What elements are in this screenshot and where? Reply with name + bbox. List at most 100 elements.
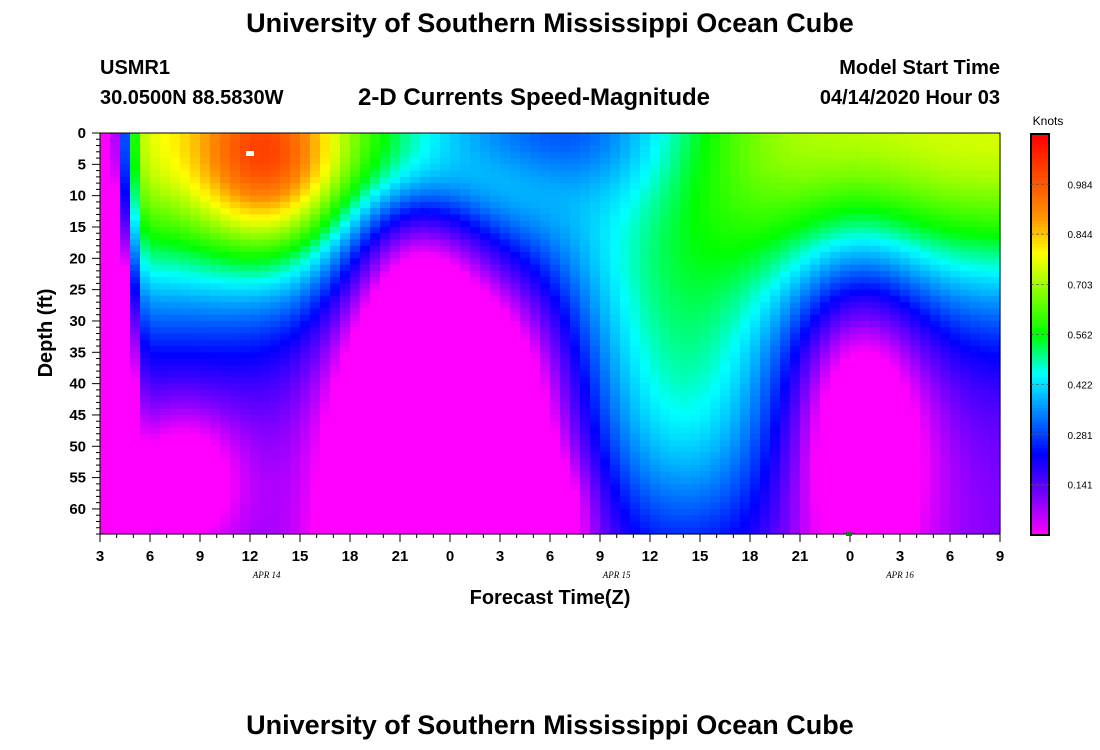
heatmap-cell <box>630 383 641 391</box>
heatmap-cell <box>150 239 161 247</box>
heatmap-cell <box>820 308 831 316</box>
heatmap-cell <box>340 483 351 491</box>
heatmap-cell <box>420 502 431 510</box>
heatmap-cell <box>330 402 341 410</box>
heatmap-cell <box>840 502 851 510</box>
heatmap-cell <box>200 320 211 328</box>
heatmap-cell <box>660 295 671 303</box>
heatmap-cell <box>170 145 181 153</box>
heatmap-cell <box>350 465 361 472</box>
heatmap-cell <box>820 145 831 153</box>
heatmap-cell <box>850 201 861 209</box>
heatmap-cell <box>750 421 761 429</box>
heatmap-cell <box>850 208 861 216</box>
heatmap-cell <box>730 201 741 209</box>
heatmap-cell <box>240 208 251 216</box>
heatmap-cell <box>220 233 231 241</box>
heatmap-cell <box>240 139 251 147</box>
heatmap-cell <box>330 239 341 247</box>
heatmap-cell <box>430 389 441 397</box>
heatmap-cell <box>330 176 341 184</box>
heatmap-cell <box>740 377 751 385</box>
heatmap-cell <box>650 226 661 234</box>
heatmap-cell <box>270 352 281 360</box>
heatmap-cell <box>570 314 581 322</box>
heatmap-cell <box>430 502 441 510</box>
heatmap-cell <box>490 139 501 147</box>
heatmap-cell <box>550 133 561 140</box>
heatmap-cell <box>450 201 461 209</box>
heatmap-cell <box>800 465 811 472</box>
heatmap-cell <box>730 477 741 485</box>
heatmap-cell <box>520 139 531 147</box>
heatmap-cell <box>540 270 551 278</box>
heatmap-cell <box>810 490 821 498</box>
heatmap-cell <box>700 465 711 472</box>
heatmap-cell <box>640 170 651 178</box>
heatmap-cell <box>510 452 521 460</box>
heatmap-cell <box>100 402 111 410</box>
heatmap-cell <box>320 283 331 291</box>
heatmap-cell <box>190 183 201 190</box>
heatmap-cell <box>630 139 641 147</box>
heatmap-cell <box>410 195 421 203</box>
heatmap-cell <box>490 245 501 253</box>
heatmap-cell <box>580 346 591 353</box>
heatmap-cell <box>770 458 781 466</box>
heatmap-cell <box>630 277 641 284</box>
heatmap-cell <box>270 283 281 291</box>
heatmap-cell <box>240 389 251 397</box>
heatmap-cell <box>560 389 571 397</box>
heatmap-cell <box>780 302 791 310</box>
heatmap-cell <box>110 239 121 247</box>
heatmap-cell <box>520 201 531 209</box>
heatmap-cell <box>340 389 351 397</box>
heatmap-cell <box>490 258 501 266</box>
heatmap-cell <box>600 195 611 203</box>
heatmap-cell <box>700 383 711 391</box>
heatmap-cell <box>590 352 601 360</box>
heatmap-cell <box>780 483 791 491</box>
heatmap-cell <box>320 396 331 404</box>
heatmap-cell <box>350 346 361 353</box>
heatmap-cell <box>610 508 621 516</box>
heatmap-cell <box>670 195 681 203</box>
heatmap-cell <box>340 440 351 447</box>
heatmap-cell <box>230 289 241 297</box>
heatmap-cell <box>760 383 771 391</box>
heatmap-cell <box>770 252 781 259</box>
heatmap-cell <box>220 220 231 228</box>
heatmap-cell <box>650 289 661 297</box>
heatmap-cell <box>190 333 201 341</box>
heatmap-cell <box>140 477 151 485</box>
heatmap-cell <box>830 414 841 422</box>
heatmap-cell <box>190 433 201 441</box>
heatmap-cell <box>790 477 801 485</box>
heatmap-cell <box>560 133 571 140</box>
heatmap-cell <box>550 264 561 272</box>
heatmap-cell <box>750 408 761 416</box>
heatmap-cell <box>410 252 421 259</box>
heatmap-cell <box>500 239 511 247</box>
heatmap-cell <box>170 521 181 529</box>
heatmap-cell <box>710 258 721 266</box>
heatmap-cell <box>240 164 251 172</box>
heatmap-cell <box>440 201 451 209</box>
heatmap-cell <box>520 214 531 222</box>
heatmap-cell <box>270 277 281 284</box>
heatmap-cell <box>470 295 481 303</box>
heatmap-cell <box>460 176 471 184</box>
heatmap-cell <box>740 252 751 259</box>
heatmap-cell <box>450 277 461 284</box>
heatmap-cell <box>230 183 241 190</box>
heatmap-cell <box>840 327 851 335</box>
heatmap-cell <box>730 402 741 410</box>
heatmap-cell <box>430 333 441 341</box>
heatmap-cell <box>310 433 321 441</box>
heatmap-cell <box>480 521 491 529</box>
heatmap-cell <box>350 446 361 454</box>
heatmap-cell <box>500 440 511 447</box>
heatmap-cell <box>130 458 141 466</box>
heatmap-cell <box>440 327 451 335</box>
heatmap-cell <box>640 314 651 322</box>
